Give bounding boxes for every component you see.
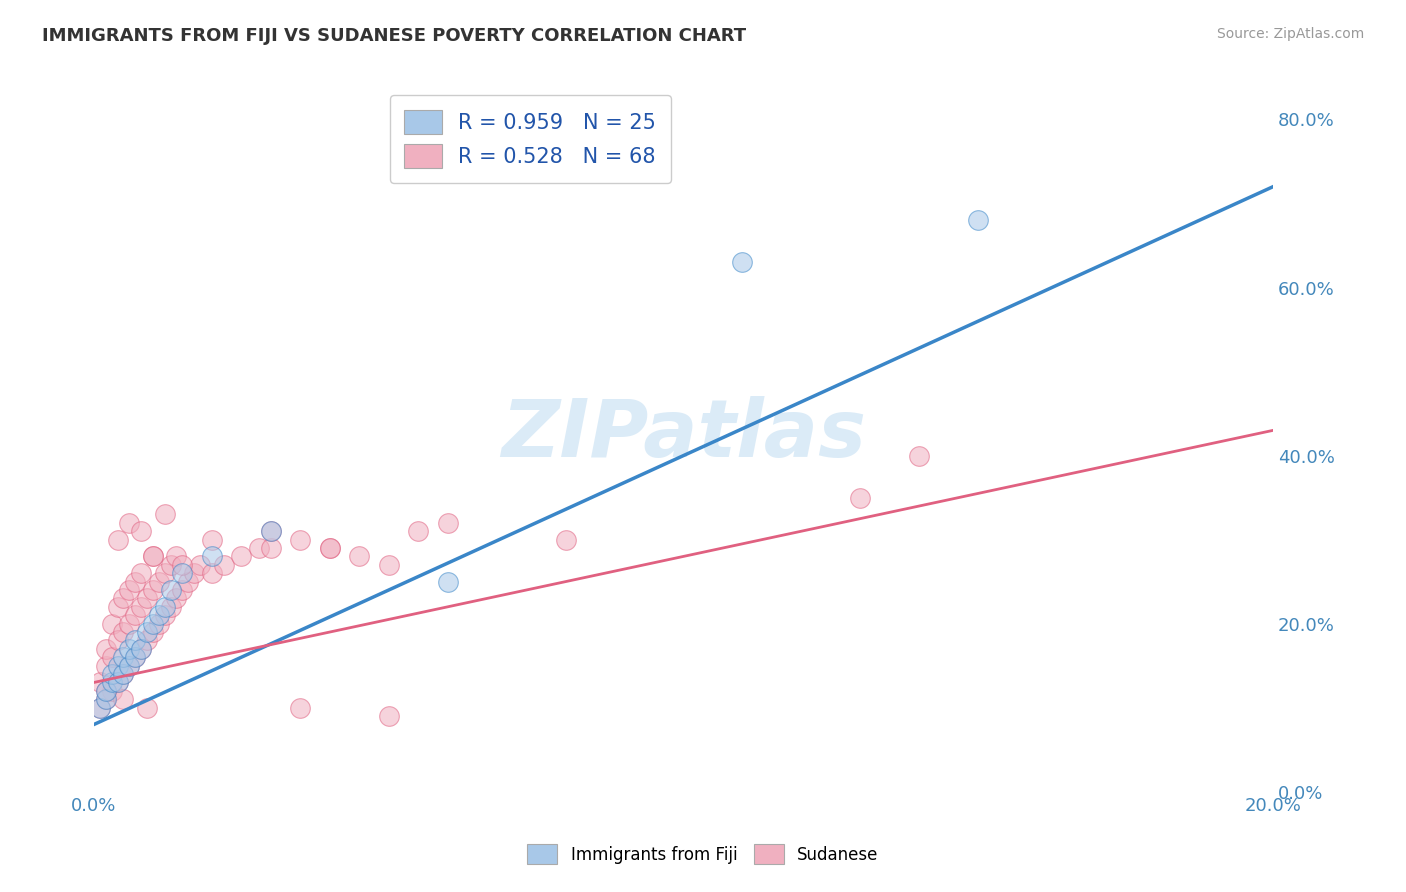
Point: [153, 566, 176, 581]
Legend: Immigrants from Fiji, Sudanese: Immigrants from Fiji, Sudanese: [520, 838, 886, 871]
Point: [112, 625, 135, 640]
Point: [118, 582, 141, 597]
Text: Source: ZipAtlas.com: Source: ZipAtlas.com: [1216, 27, 1364, 41]
Legend: R = 0.959   N = 25, R = 0.528   N = 68: R = 0.959 N = 25, R = 0.528 N = 68: [389, 95, 671, 183]
Point: [148, 608, 170, 623]
Point: [107, 599, 129, 614]
Point: [124, 574, 146, 589]
Point: [124, 650, 146, 665]
Point: [142, 582, 165, 597]
Point: [124, 608, 146, 623]
Point: [153, 508, 176, 522]
Point: [436, 516, 458, 530]
Point: [118, 658, 141, 673]
Point: [129, 641, 152, 656]
Point: [166, 549, 188, 564]
Point: [159, 558, 181, 572]
Point: [129, 524, 152, 539]
Point: [260, 524, 283, 539]
Point: [172, 566, 194, 581]
Point: [148, 574, 170, 589]
Point: [849, 491, 872, 505]
Point: [319, 541, 342, 555]
Point: [731, 255, 754, 269]
Point: [319, 541, 342, 555]
Point: [377, 558, 399, 572]
Point: [347, 549, 370, 564]
Point: [107, 675, 129, 690]
Point: [129, 566, 152, 581]
Point: [172, 582, 194, 597]
Point: [290, 700, 312, 714]
Point: [136, 700, 159, 714]
Point: [967, 213, 990, 227]
Text: ZIPatlas: ZIPatlas: [501, 395, 866, 474]
Point: [148, 616, 170, 631]
Point: [188, 558, 211, 572]
Point: [201, 549, 224, 564]
Point: [153, 608, 176, 623]
Point: [290, 533, 312, 547]
Point: [112, 650, 135, 665]
Point: [124, 650, 146, 665]
Point: [201, 566, 224, 581]
Point: [94, 684, 117, 698]
Point: [118, 641, 141, 656]
Point: [100, 667, 122, 681]
Point: [100, 675, 122, 690]
Point: [159, 599, 181, 614]
Point: [159, 582, 181, 597]
Point: [172, 558, 194, 572]
Point: [153, 599, 176, 614]
Point: [183, 566, 205, 581]
Point: [247, 541, 270, 555]
Point: [260, 524, 283, 539]
Point: [136, 591, 159, 606]
Point: [124, 633, 146, 648]
Point: [129, 599, 152, 614]
Point: [212, 558, 235, 572]
Point: [107, 533, 129, 547]
Point: [129, 641, 152, 656]
Point: [436, 574, 458, 589]
Point: [142, 625, 165, 640]
Point: [118, 658, 141, 673]
Point: [377, 709, 399, 723]
Point: [100, 650, 122, 665]
Point: [118, 616, 141, 631]
Point: [100, 684, 122, 698]
Point: [142, 549, 165, 564]
Point: [231, 549, 253, 564]
Text: IMMIGRANTS FROM FIJI VS SUDANESE POVERTY CORRELATION CHART: IMMIGRANTS FROM FIJI VS SUDANESE POVERTY…: [42, 27, 747, 45]
Point: [107, 675, 129, 690]
Point: [201, 533, 224, 547]
Point: [142, 549, 165, 564]
Point: [112, 591, 135, 606]
Point: [260, 541, 283, 555]
Point: [406, 524, 429, 539]
Point: [89, 700, 111, 714]
Point: [118, 516, 141, 530]
Point: [908, 449, 931, 463]
Point: [142, 616, 165, 631]
Point: [136, 633, 159, 648]
Point: [94, 692, 117, 706]
Point: [107, 658, 129, 673]
Point: [89, 700, 111, 714]
Point: [94, 641, 117, 656]
Point: [100, 616, 122, 631]
Point: [136, 625, 159, 640]
Point: [112, 667, 135, 681]
Point: [89, 675, 111, 690]
Point: [94, 684, 117, 698]
Point: [112, 692, 135, 706]
Point: [107, 633, 129, 648]
Point: [554, 533, 576, 547]
Point: [166, 591, 188, 606]
Point: [177, 574, 200, 589]
Point: [94, 658, 117, 673]
Point: [112, 667, 135, 681]
Point: [94, 692, 117, 706]
